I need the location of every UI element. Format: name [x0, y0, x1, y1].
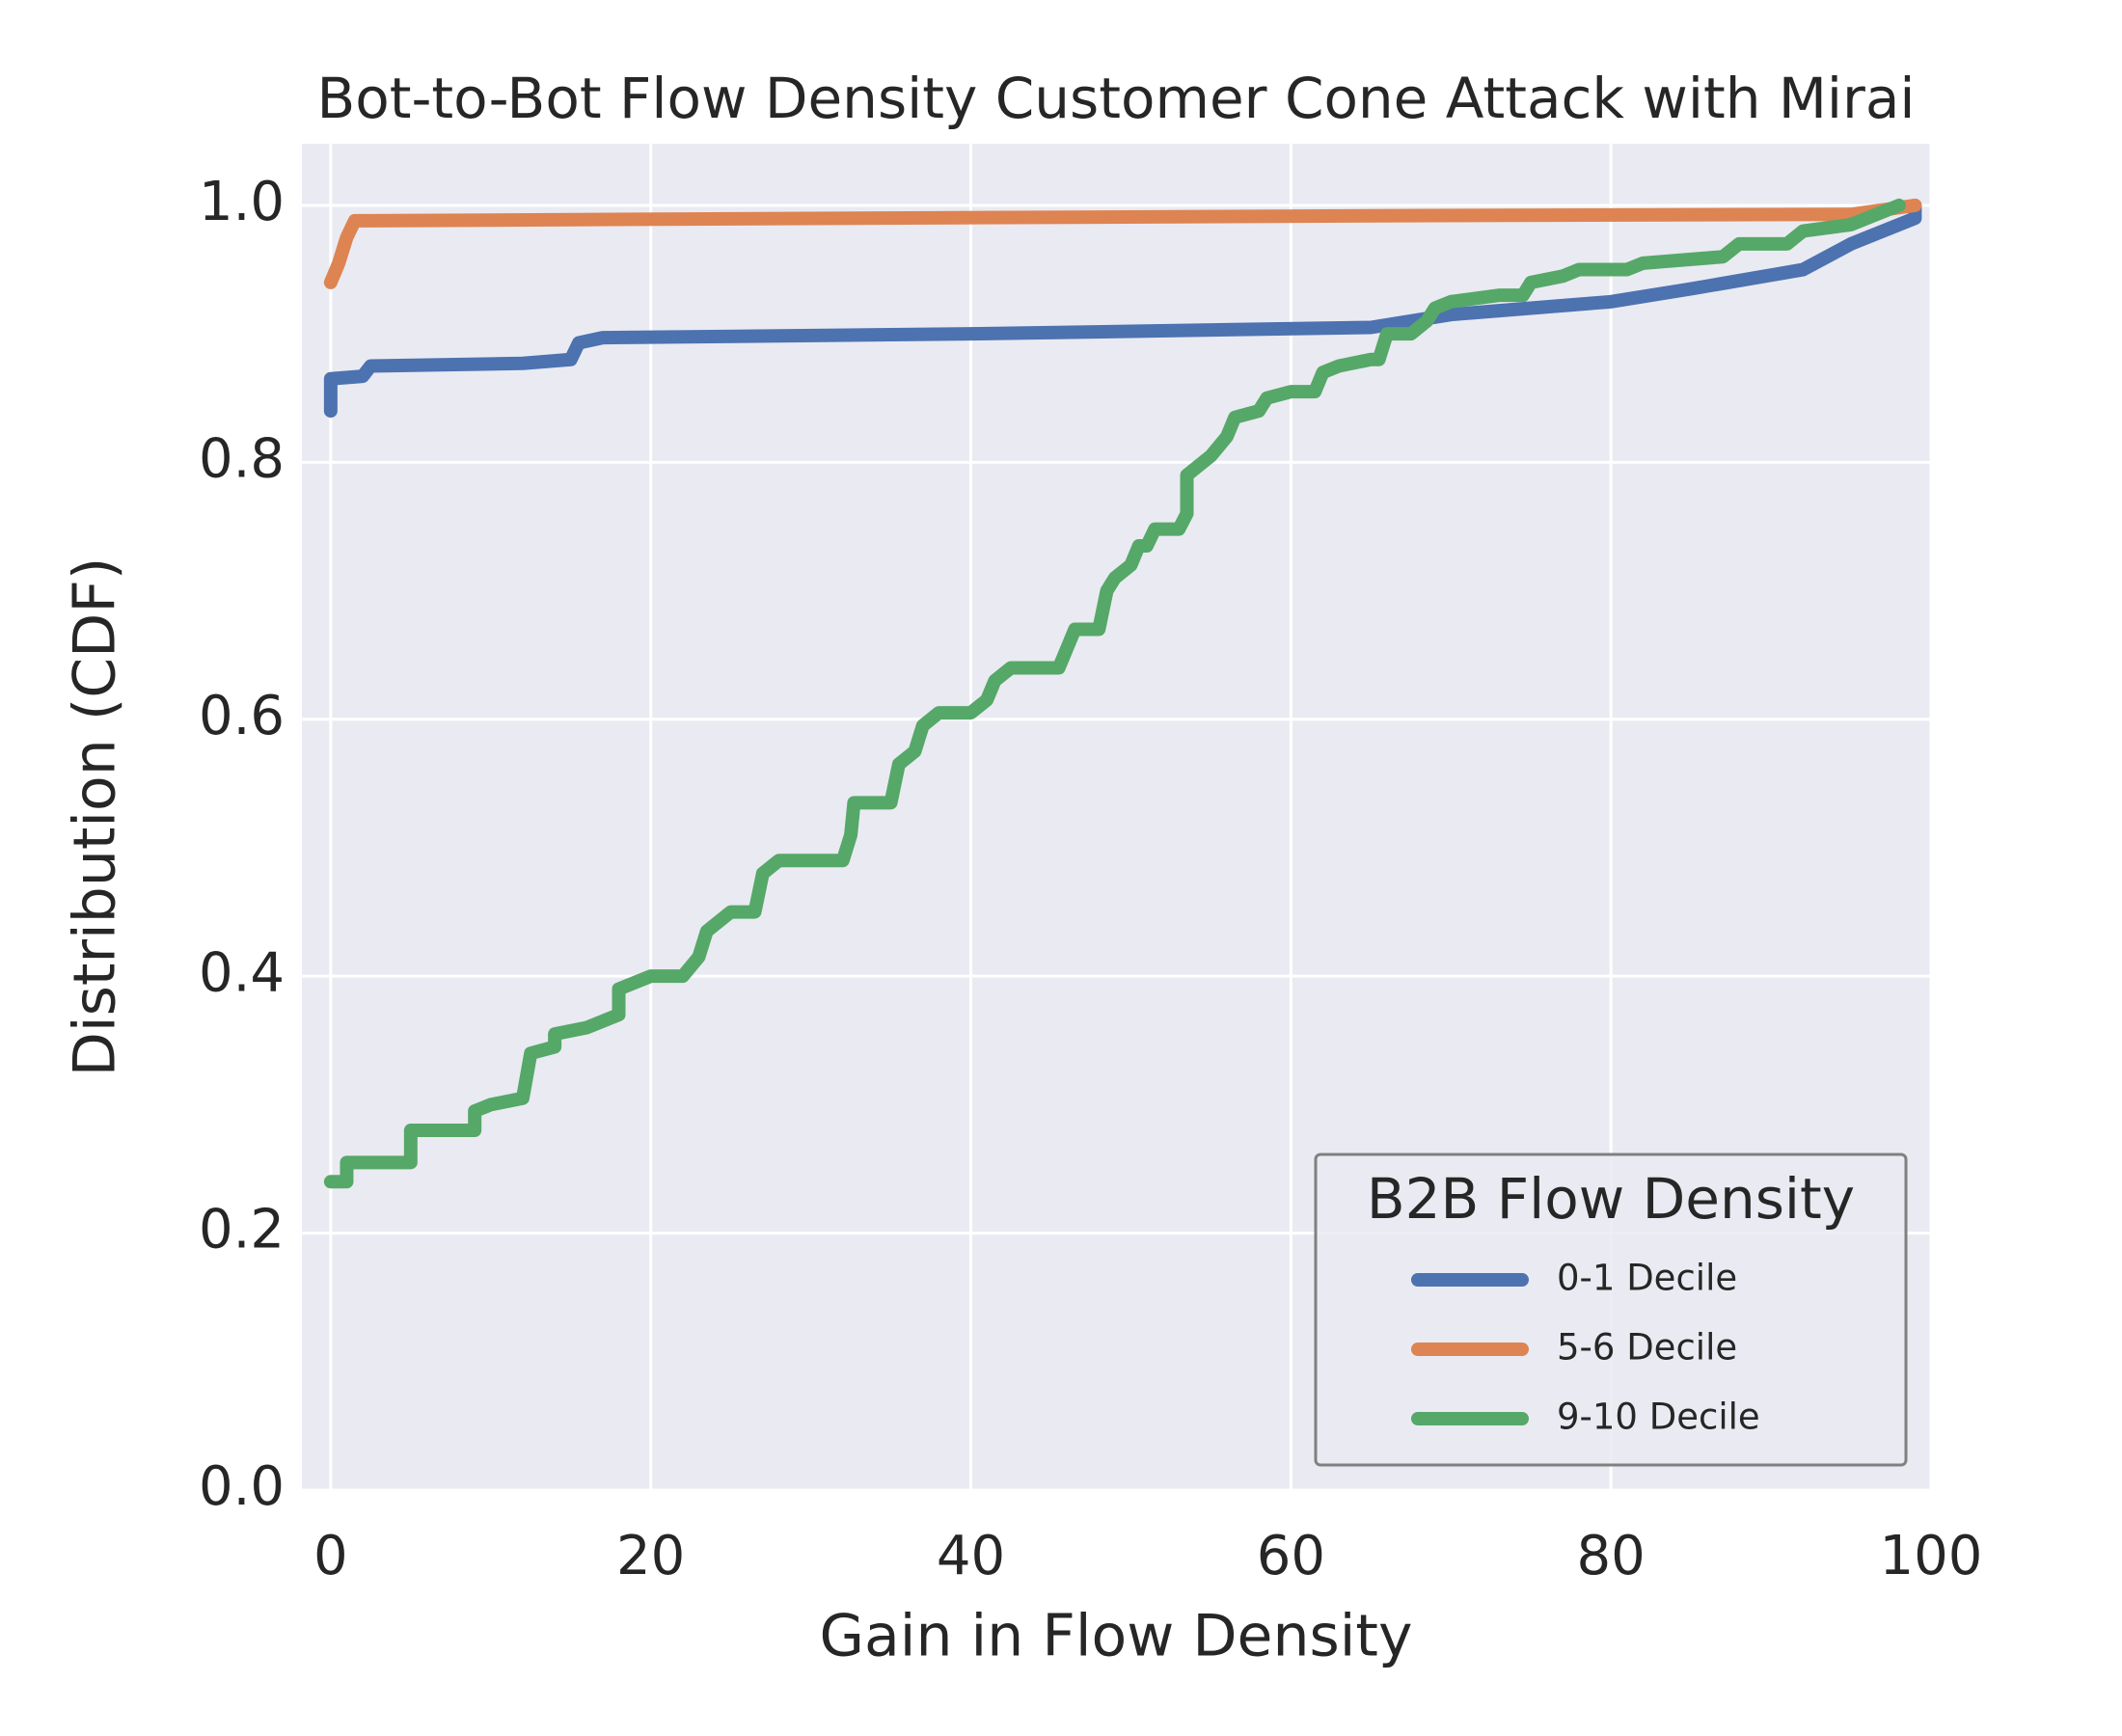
legend-title: B2B Flow Density [1367, 1166, 1855, 1232]
y-axis-label: Distribution (CDF) [62, 557, 129, 1077]
x-tick-label: 0 [313, 1525, 348, 1587]
legend-box [1314, 1153, 1908, 1467]
legend-label: 5-6 Decile [1557, 1327, 1737, 1369]
y-tick-label: 0.4 [199, 941, 285, 1004]
y-tick-label: 0.0 [199, 1455, 285, 1518]
x-tick-label: 100 [1880, 1525, 1983, 1587]
x-tick-label: 60 [1257, 1525, 1325, 1587]
y-tick-label: 0.2 [199, 1199, 285, 1261]
series-line [323, 198, 1922, 289]
series-line [323, 198, 1922, 419]
legend-label: 9-10 Decile [1557, 1397, 1760, 1438]
x-tick-label: 20 [616, 1525, 685, 1587]
x-tick-label: 80 [1577, 1525, 1646, 1587]
legend-label: 0-1 Decile [1557, 1258, 1737, 1299]
x-axis-label: Gain in Flow Density [820, 1603, 1413, 1670]
x-tick-label: 40 [937, 1525, 1005, 1587]
y-tick-label: 1.0 [199, 171, 285, 233]
y-tick-label: 0.8 [199, 427, 285, 490]
series-line [323, 198, 1906, 1189]
chart-title: Bot-to-Bot Flow Density Customer Cone At… [316, 66, 1915, 131]
y-tick-label: 0.6 [199, 685, 285, 747]
